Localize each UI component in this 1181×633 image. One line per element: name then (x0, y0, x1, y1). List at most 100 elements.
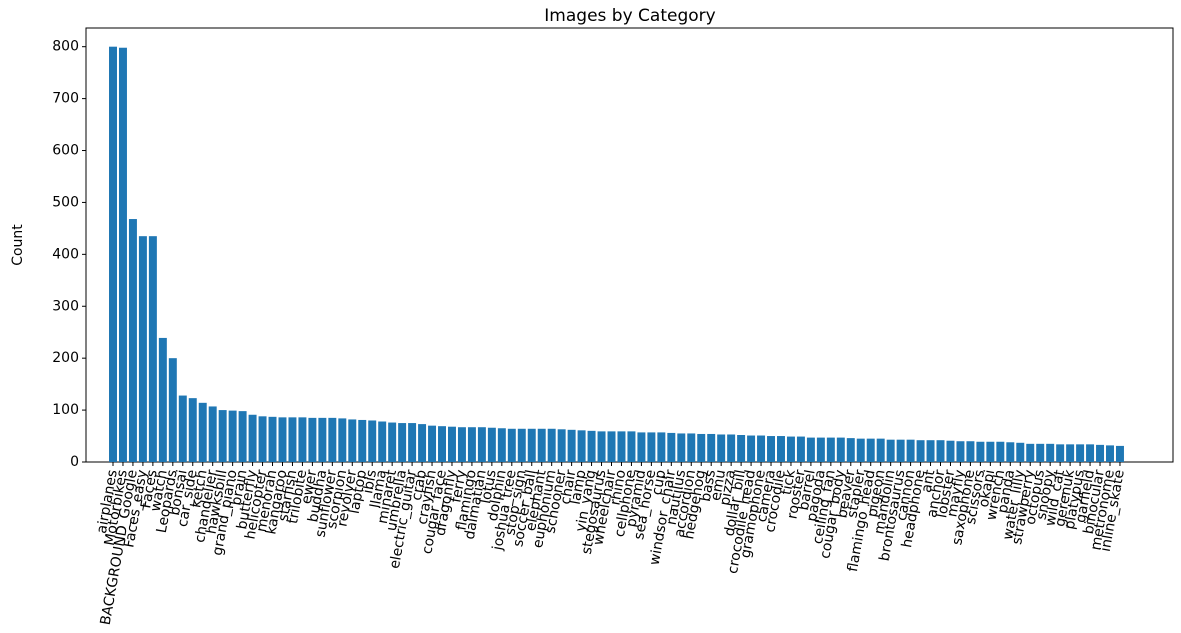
bar (378, 421, 387, 462)
bar (577, 430, 586, 462)
bar (816, 437, 825, 462)
x-tick-label: pizza (717, 469, 739, 507)
bar (438, 426, 446, 462)
bar (996, 441, 1005, 462)
bar (1096, 444, 1105, 462)
bar (667, 432, 676, 462)
bar (428, 425, 437, 462)
bar (188, 398, 197, 462)
bar (318, 417, 327, 462)
bar (477, 427, 486, 462)
x-tick-label: lotus (478, 469, 500, 505)
x-tick-label: Faces (138, 469, 161, 510)
bar (368, 420, 377, 462)
bar (786, 436, 795, 462)
bar (777, 436, 785, 462)
x-tick-label: llama (368, 469, 390, 510)
bar (657, 432, 666, 462)
bar (727, 434, 736, 462)
bar (747, 435, 756, 462)
bar (168, 358, 177, 462)
y-tick-label: 800 (52, 39, 79, 55)
bar (767, 436, 776, 462)
bar (1066, 444, 1075, 462)
bar (926, 440, 935, 462)
x-tick-label: bonsai (167, 469, 191, 517)
x-tick-label: watch (148, 469, 171, 513)
bar (457, 427, 466, 462)
bar (966, 441, 975, 462)
bar (358, 419, 367, 462)
bar (757, 435, 766, 462)
bar (1115, 445, 1124, 462)
bar (338, 418, 347, 462)
x-tick-label: ferry (448, 469, 470, 504)
bar (627, 431, 636, 462)
bar (268, 416, 277, 462)
bar (128, 219, 137, 462)
bar (328, 417, 337, 462)
bar (527, 428, 536, 462)
x-tick-label: ibis (360, 469, 380, 495)
chart-title: Images by Category (544, 6, 715, 26)
bar (806, 437, 815, 462)
bar (677, 433, 686, 462)
bar (916, 440, 925, 462)
bar (537, 428, 546, 462)
x-tick-label: cup (649, 469, 669, 497)
bar (298, 417, 307, 462)
bar (148, 236, 157, 462)
x-tick-label: laptop (347, 468, 370, 515)
bar (717, 434, 726, 462)
y-tick-label: 0 (70, 454, 79, 470)
bar (288, 417, 297, 462)
bar (737, 435, 746, 462)
bar (976, 441, 985, 462)
plot-frame (85, 27, 1174, 463)
x-tick-label: chair (558, 468, 580, 505)
x-tick-label: brain (228, 469, 250, 507)
bar (178, 395, 187, 462)
x-tick-label: ewer (299, 468, 321, 505)
bar (637, 432, 646, 462)
bar (248, 414, 257, 462)
bar (856, 438, 865, 462)
bar (906, 439, 915, 462)
bar (278, 417, 287, 462)
bar (836, 437, 845, 462)
y-axis-label: Count (10, 224, 26, 266)
bar (617, 431, 626, 462)
bar (208, 406, 217, 462)
x-tick-label: crab (409, 469, 430, 502)
bar (547, 428, 556, 462)
bar (876, 438, 885, 462)
x-tick-label: panda (995, 469, 1018, 515)
bar (348, 419, 357, 462)
bar (986, 441, 995, 462)
bar (467, 427, 476, 462)
x-tick-label: tick (779, 468, 799, 496)
y-tick-label: 500 (52, 194, 79, 210)
bar (1006, 442, 1015, 462)
bar (238, 411, 247, 462)
bar (936, 440, 945, 462)
bar (1106, 445, 1114, 462)
bar (109, 46, 117, 462)
bar (886, 439, 895, 462)
bar (138, 236, 147, 462)
bar (158, 337, 167, 462)
bar (687, 433, 696, 462)
bar (408, 423, 417, 462)
x-tick-label: lamp (568, 469, 590, 506)
bar (567, 429, 576, 462)
x-tick-label: ketch (188, 469, 210, 509)
bar (497, 428, 506, 462)
x-tick-label: rhino (607, 469, 629, 507)
bar (1026, 443, 1035, 462)
x-tick-label: emu (708, 469, 729, 502)
y-tick-label: 200 (52, 350, 79, 366)
bar (1016, 442, 1025, 462)
bar (447, 426, 456, 462)
bar (697, 433, 706, 462)
y-tick-label: 600 (52, 143, 79, 159)
